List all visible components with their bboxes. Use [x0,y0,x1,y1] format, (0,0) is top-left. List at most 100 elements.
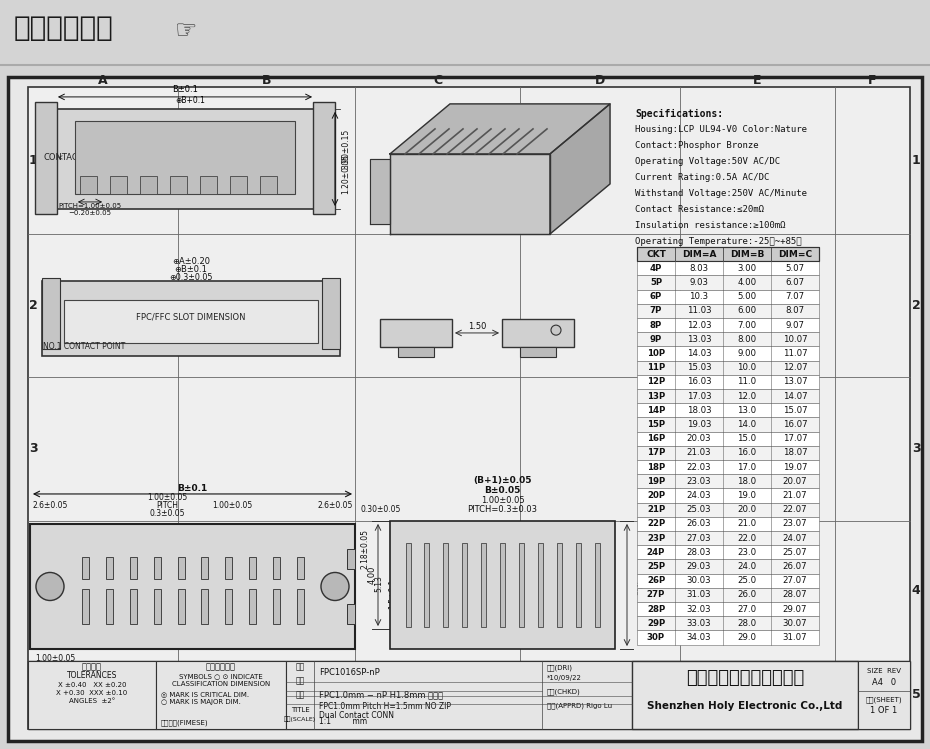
Text: 1.00±0.05: 1.00±0.05 [147,493,187,502]
Bar [28,661,156,729]
Bar [200,176,217,194]
Text: 15P: 15P [647,420,665,429]
Text: Housing:LCP UL94-V0 Color:Nature: Housing:LCP UL94-V0 Color:Nature [635,125,807,134]
Text: D: D [595,718,605,730]
Text: 10.0: 10.0 [737,363,757,372]
Text: ANGLES  ±2°: ANGLES ±2° [69,698,115,704]
Text: 32.03: 32.03 [686,604,711,613]
Text: 0.3±0.05: 0.3±0.05 [149,509,185,518]
Bar [106,589,113,624]
Bar [557,543,562,627]
Text: 25.0: 25.0 [737,576,757,585]
Text: 3Min: 3Min [637,574,646,595]
Text: FPC1.0mm − nP H1.8mm 双面接: FPC1.0mm − nP H1.8mm 双面接 [319,690,443,699]
Bar [80,176,97,194]
Bar [637,517,819,531]
Bar [637,588,819,602]
Text: 4P: 4P [650,264,662,273]
Text: PITCH: PITCH [156,501,178,510]
Text: ⊕A±0.20: ⊕A±0.20 [172,257,210,266]
Bar [82,557,89,579]
Bar [502,319,574,347]
Bar [481,543,486,627]
Text: 27P: 27P [646,590,665,599]
Text: 28.03: 28.03 [686,548,711,557]
Text: 24.07: 24.07 [783,533,807,542]
Text: 5: 5 [29,688,37,702]
Bar [637,560,819,574]
Bar [28,661,910,729]
Bar [637,360,819,374]
Text: A: A [99,74,108,88]
Text: 19.07: 19.07 [783,463,807,472]
Text: TOLERANCES: TOLERANCES [67,671,117,680]
Bar [637,545,819,560]
Text: 2.18±0.05: 2.18±0.05 [360,529,369,569]
Bar [156,661,286,729]
Bar [424,543,430,627]
Text: 7.00: 7.00 [737,321,757,330]
Text: 23.0: 23.0 [737,548,757,557]
Text: 审核(CHKD): 审核(CHKD) [547,688,580,694]
Bar [637,474,819,488]
Text: C: C [433,718,442,730]
Bar [576,543,580,627]
Bar [637,531,819,545]
Text: Specifications:: Specifications: [635,109,724,119]
Text: 11.03: 11.03 [686,306,711,315]
Text: 18P: 18P [647,463,665,472]
Text: 8.07: 8.07 [786,306,804,315]
Text: 30P: 30P [647,633,665,642]
Bar [637,631,819,645]
Bar [637,574,819,588]
Text: 13.07: 13.07 [783,377,807,386]
Text: DIM=B: DIM=B [730,249,764,258]
Bar [202,589,208,624]
Text: ⊕B+0.1: ⊕B+0.1 [175,96,205,105]
Bar [637,460,819,474]
Bar [202,557,208,579]
Bar [153,557,161,579]
Text: 17.07: 17.07 [783,434,807,443]
Text: 20.0: 20.0 [737,505,757,514]
Bar [637,247,819,261]
Text: 14.03: 14.03 [686,349,711,358]
Bar [380,319,452,347]
Text: 31.03: 31.03 [686,590,711,599]
Bar [637,616,819,631]
Text: 3: 3 [29,443,37,455]
Text: 30.03: 30.03 [686,576,711,585]
Text: Contact Resistance:≤20mΩ: Contact Resistance:≤20mΩ [635,205,764,214]
Text: 26.0: 26.0 [737,590,757,599]
Bar [637,503,819,517]
Text: 21P: 21P [647,505,665,514]
Text: 9.00: 9.00 [737,349,756,358]
Bar [520,347,556,357]
Bar [178,557,184,579]
Text: 14.0: 14.0 [737,420,757,429]
Text: 28P: 28P [647,604,665,613]
Text: 27.0: 27.0 [737,604,757,613]
Text: A: A [99,718,108,730]
Bar [225,557,232,579]
Text: 19P: 19P [647,477,665,486]
Text: 9P: 9P [650,335,662,344]
Text: CONTACT: CONTACT [43,153,83,162]
Text: 3.90±0.15: 3.90±0.15 [341,129,350,169]
Bar [405,543,410,627]
Text: Contact:Phosphor Bronze: Contact:Phosphor Bronze [635,141,759,150]
Text: 1.00±0.05: 1.00±0.05 [35,654,75,663]
Text: 28.07: 28.07 [783,590,807,599]
Text: PITCH=0.3±0.03: PITCH=0.3±0.03 [468,505,538,514]
Text: B: B [261,74,272,88]
Text: 制图(DRI): 制图(DRI) [547,664,573,670]
Bar [500,543,505,627]
Text: 25P: 25P [647,562,665,571]
Bar [390,521,615,649]
Text: 品名: 品名 [296,690,305,699]
Text: 8.00: 8.00 [737,335,757,344]
Bar [637,247,819,261]
Text: 1:1         mm: 1:1 mm [319,717,367,726]
Text: 29P: 29P [647,619,665,628]
Text: 1: 1 [29,154,37,167]
